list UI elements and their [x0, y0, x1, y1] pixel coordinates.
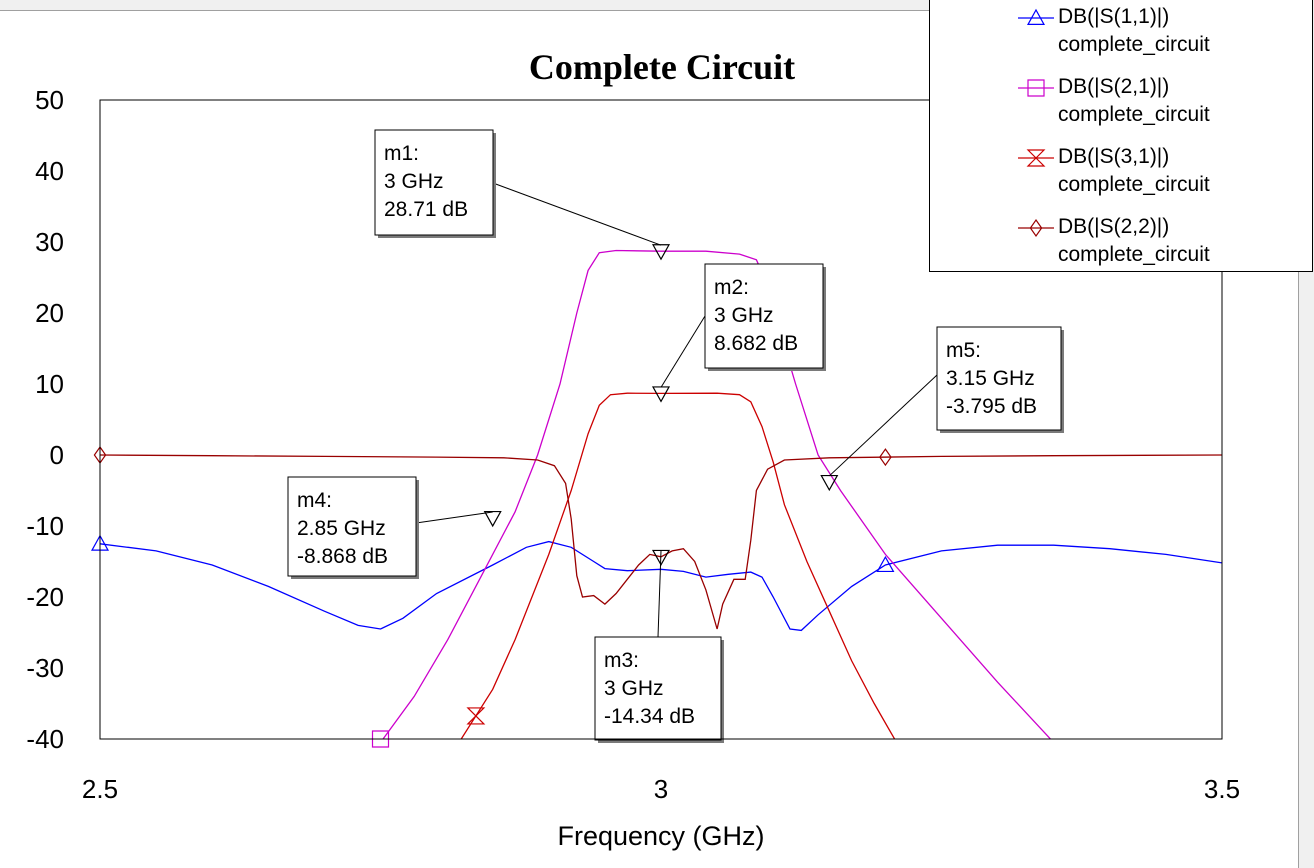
marker-text: -14.34 dB — [604, 705, 695, 728]
legend-series-name: DB(|S(3,1)|) — [1058, 145, 1170, 168]
x-tick-label: 2.5 — [82, 774, 118, 804]
legend-series-subtitle: complete_circuit — [1058, 33, 1210, 56]
series-line-0 — [100, 540, 1222, 632]
series-line-1 — [382, 249, 1052, 739]
marker-box — [594, 636, 722, 741]
marker-text: 28.71 dB — [384, 198, 468, 221]
marker-box — [704, 263, 824, 369]
diamond-marker-icon — [1018, 218, 1054, 238]
diamond-marker — [879, 448, 892, 467]
x-tick-label: 3.5 — [1204, 774, 1240, 804]
hourglass-marker — [1026, 149, 1046, 167]
marker-callout-2: m2: 3 GHz 8.682 dB — [651, 263, 826, 403]
marker-callout-5: m5: 3.15 GHz -3.795 dB — [820, 326, 1064, 492]
y-tick-label: 0 — [50, 440, 64, 470]
triangle-up-marker — [876, 555, 895, 573]
triangle-down-marker — [651, 386, 671, 403]
marker-text: m2: — [714, 276, 749, 299]
marker-box — [936, 326, 1062, 431]
legend-item-s22: DB(|S(2,2)|) complete_circuit — [930, 212, 1310, 282]
marker-leader-line — [657, 550, 662, 638]
marker-callout-4: m4: 2.85 GHz -8.868 dB — [287, 476, 502, 579]
marker-text: 3 GHz — [604, 677, 664, 700]
marker-text: 3.15 GHz — [946, 367, 1035, 390]
triangle-up-marker — [1026, 8, 1046, 25]
marker-callout-1: m1: 3 GHz 28.71 dB — [374, 129, 671, 261]
marker-callout-3: m3: 3 GHz -14.34 dB — [594, 549, 724, 743]
marker-text: 2.85 GHz — [297, 517, 386, 540]
triangle-marker-icon — [1018, 8, 1054, 25]
triangle-down-marker — [651, 244, 671, 261]
marker-text: m1: — [384, 142, 419, 165]
marker-text: m4: — [297, 489, 332, 512]
marker-leader-line — [660, 315, 706, 388]
y-tick-label: 10 — [35, 369, 64, 399]
marker-box — [287, 476, 417, 577]
marker-leader-line — [828, 374, 938, 477]
y-tick-label: 30 — [35, 227, 64, 257]
marker-text: -3.795 dB — [946, 395, 1037, 418]
marker-text: -8.868 dB — [297, 545, 388, 568]
y-tick-label: 20 — [35, 298, 64, 328]
square-marker — [371, 730, 390, 748]
legend-item-s11: DB(|S(1,1)|) complete_circuit — [930, 2, 1310, 72]
legend-series-subtitle: complete_circuit — [1058, 173, 1210, 196]
chart-legend[interactable]: DB(|S(1,1)|) complete_circuit DB(|S(2,1)… — [929, 0, 1313, 272]
y-tick-label: -30 — [26, 653, 64, 683]
square-marker — [1027, 79, 1045, 97]
triangle-down-marker — [483, 510, 502, 528]
marker-text: 8.682 dB — [714, 332, 798, 355]
series-line-2 — [460, 392, 896, 739]
x-tick-label: 3 — [654, 774, 668, 804]
diamond-marker — [1029, 218, 1043, 238]
marker-box — [374, 129, 494, 236]
legend-item-s31: DB(|S(3,1)|) complete_circuit — [930, 142, 1310, 212]
plot-border — [99, 99, 1223, 740]
x-axis-label: Frequency (GHz) — [557, 821, 764, 851]
marker-leader-line — [415, 511, 493, 524]
y-tick-label: -20 — [26, 582, 64, 612]
legend-series-name: DB(|S(2,2)|) — [1058, 215, 1170, 238]
marker-text: 3 GHz — [384, 170, 444, 193]
y-tick-label: 40 — [35, 156, 64, 186]
chart-title: Complete Circuit — [529, 47, 795, 87]
legend-series-name: DB(|S(1,1)|) — [1058, 5, 1170, 28]
square-marker-icon — [1018, 79, 1054, 97]
window-top-edge — [0, 0, 1314, 11]
y-tick-label: -10 — [26, 511, 64, 541]
hourglass-marker-icon — [1018, 149, 1054, 167]
marker-text: m3: — [604, 649, 639, 672]
marker-text: m5: — [946, 339, 981, 362]
hourglass-marker — [466, 707, 486, 725]
legend-item-s21: DB(|S(2,1)|) complete_circuit — [930, 72, 1310, 142]
triangle-down-marker — [820, 474, 839, 492]
legend-series-subtitle: complete_circuit — [1058, 103, 1210, 126]
y-tick-label: -40 — [26, 724, 64, 754]
y-tick-label: 50 — [35, 85, 64, 115]
triangle-down-marker — [651, 549, 671, 567]
legend-series-subtitle: complete_circuit — [1058, 243, 1210, 266]
marker-leader-line — [492, 182, 662, 246]
marker-text: 3 GHz — [714, 304, 774, 327]
legend-series-name: DB(|S(2,1)|) — [1058, 75, 1170, 98]
